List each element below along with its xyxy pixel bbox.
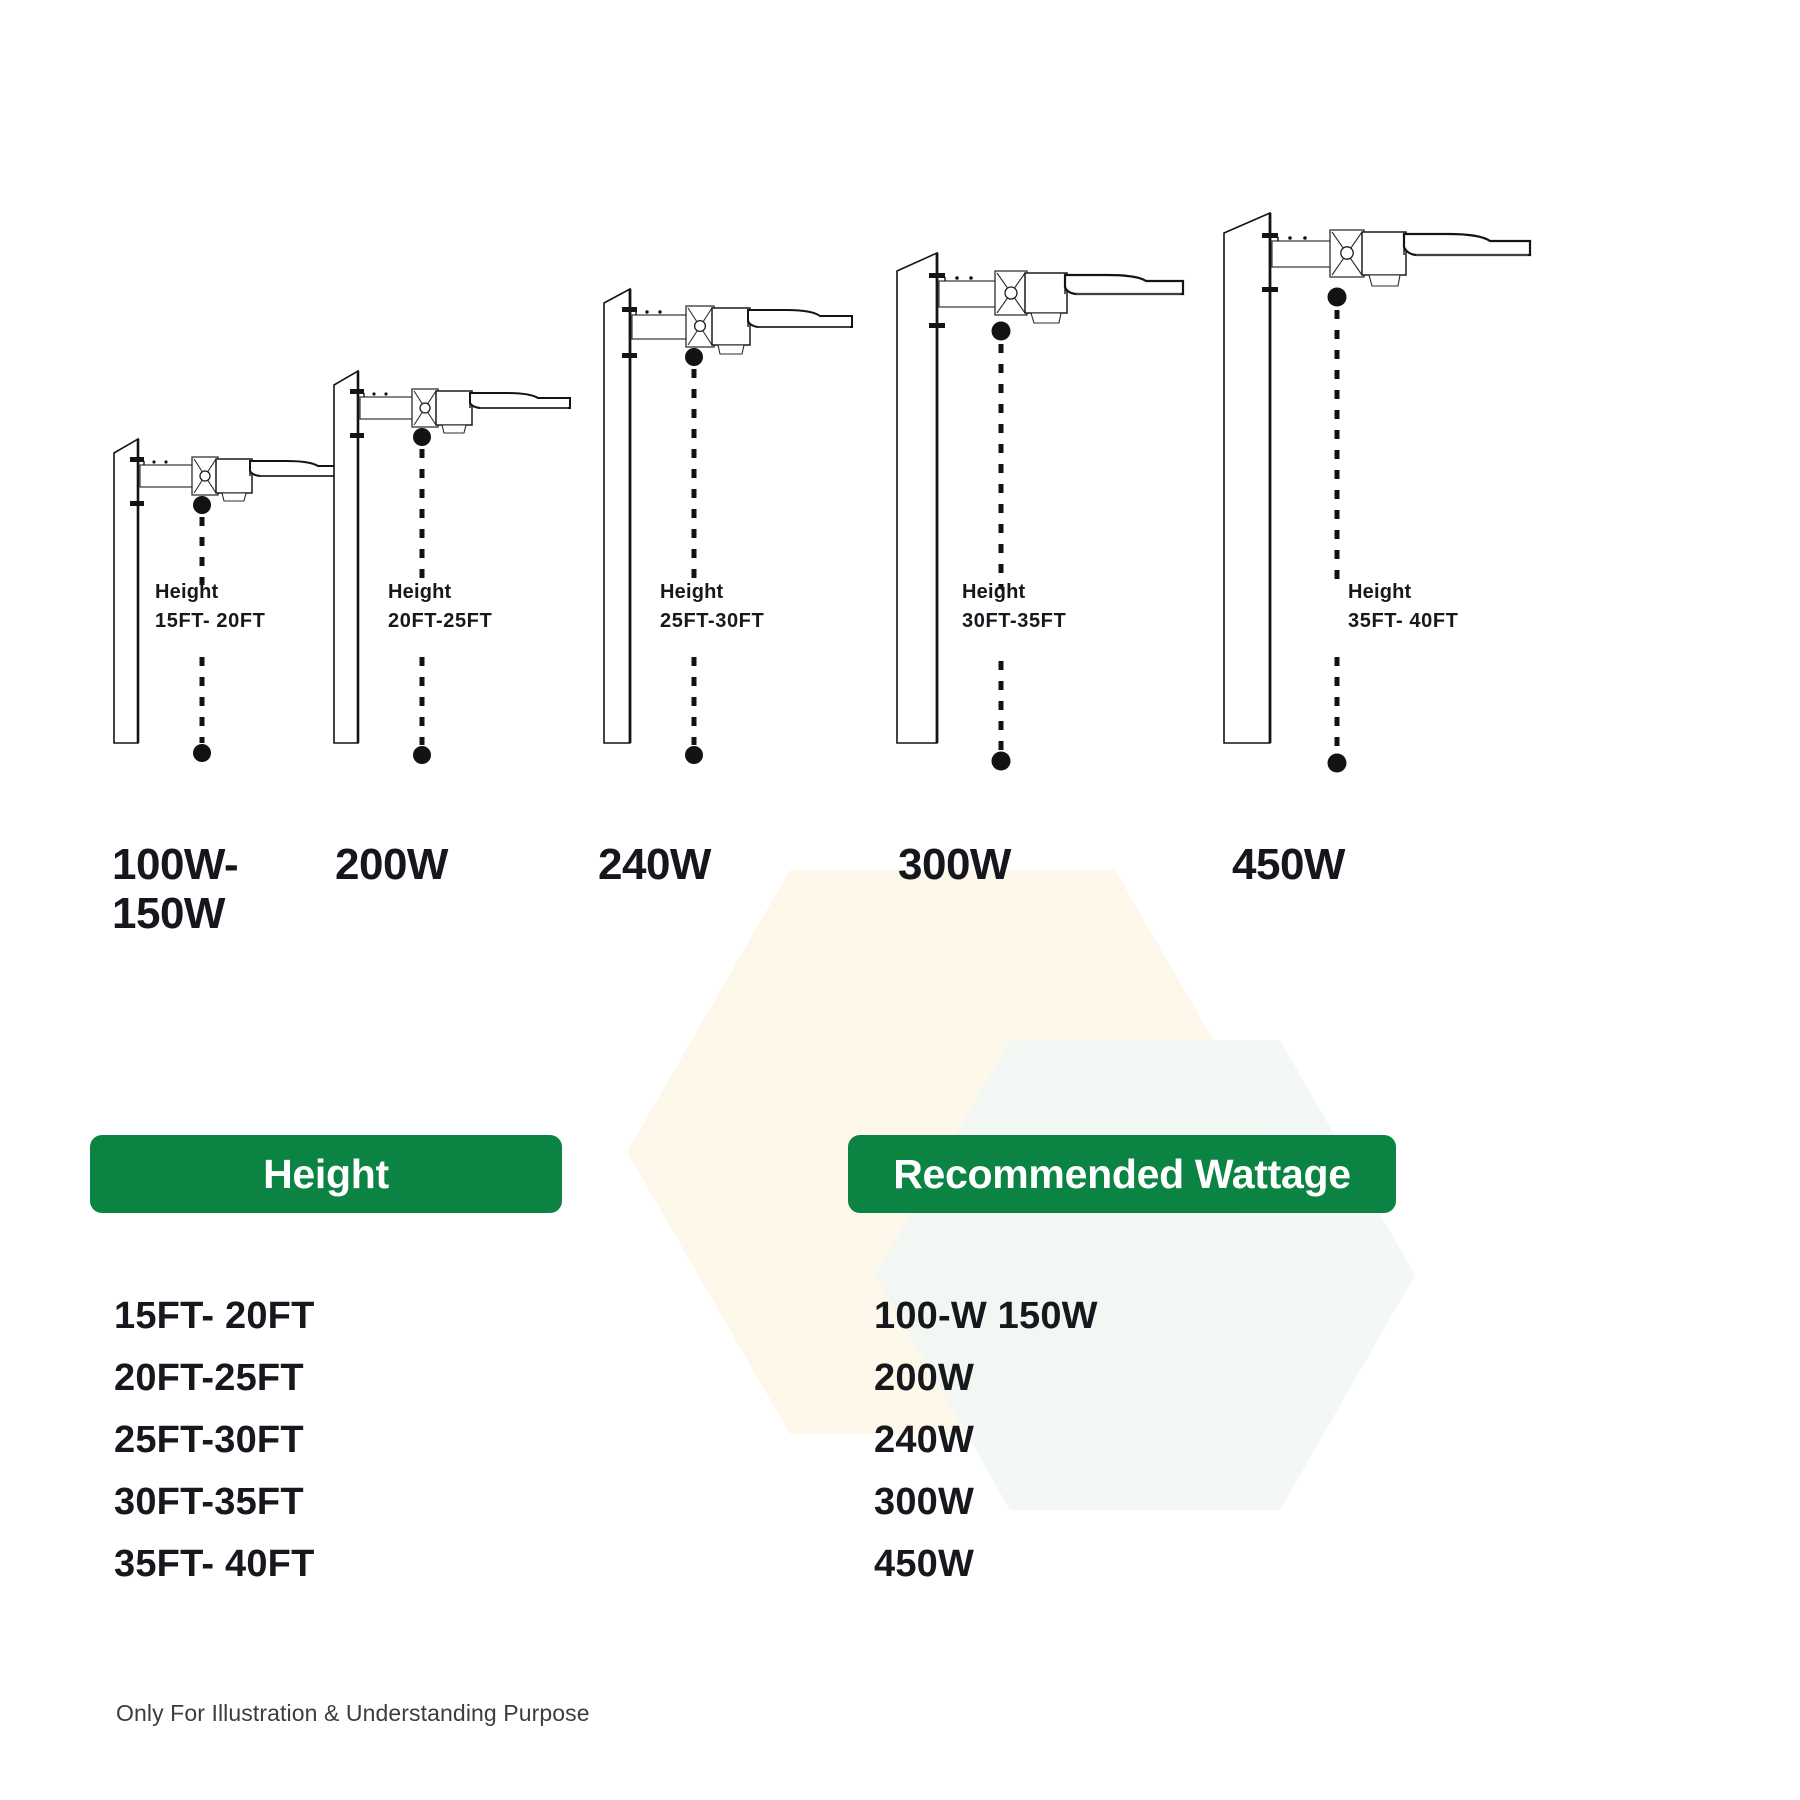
- height-label-4: Height: [962, 581, 1026, 603]
- pole-diagram-4: [893, 249, 1193, 771]
- height-label-5: Height: [1348, 581, 1412, 603]
- measure-dot-top: [1327, 287, 1347, 307]
- measure-dot-bottom: [193, 744, 211, 762]
- table-row: 35FT- 40FT: [114, 1543, 315, 1585]
- pole-diagram-3: [600, 285, 860, 764]
- measure-dot-bottom: [413, 746, 431, 764]
- height-range-5: 35FT- 40FT: [1348, 610, 1459, 632]
- wattage-caption-1: 100W- 150W: [112, 840, 239, 939]
- wattage-caption-3: 240W: [598, 840, 711, 889]
- table-row: 25FT-30FT: [114, 1419, 304, 1461]
- illustration-disclaimer: Only For Illustration & Understanding Pu…: [116, 1700, 590, 1726]
- height-measure-line-1: [193, 496, 211, 762]
- height-measure-line-3: [685, 348, 703, 764]
- height-label-3: Height: [660, 581, 724, 603]
- table-row: 15FT- 20FT: [114, 1295, 315, 1337]
- pole-diagram-5: [1220, 209, 1540, 773]
- height-column-header: Height: [90, 1135, 562, 1213]
- height-note-1: Height 15FT- 20FT: [155, 578, 265, 636]
- pole-diagram-2: [330, 367, 590, 764]
- street-light-pole-icon: [333, 369, 571, 744]
- street-light-pole-icon: [1223, 211, 1532, 744]
- height-label-1: Height: [155, 581, 219, 603]
- measure-dot-top: [991, 321, 1011, 341]
- wattage-caption-2: 200W: [335, 840, 448, 889]
- height-header-label: Height: [263, 1150, 389, 1197]
- height-measure-line-4: [991, 321, 1011, 771]
- height-label-2: Height: [388, 581, 452, 603]
- wattage-caption-5: 450W: [1232, 840, 1345, 889]
- measure-dot-bottom: [991, 751, 1011, 771]
- wattage-column-header: Recommended Wattage: [848, 1135, 1396, 1213]
- height-range-2: 20FT-25FT: [388, 610, 493, 632]
- table-row: 240W: [874, 1419, 975, 1461]
- height-range-4: 30FT-35FT: [962, 610, 1067, 632]
- measure-dot-top: [413, 428, 431, 446]
- wattage-caption-4: 300W: [898, 840, 1011, 889]
- height-measure-line-5: [1327, 287, 1347, 773]
- street-light-pole-icon: [896, 251, 1185, 744]
- street-light-pole-icon: [113, 437, 351, 744]
- height-range-3: 25FT-30FT: [660, 610, 765, 632]
- table-row: 30FT-35FT: [114, 1481, 304, 1523]
- height-measure-line-2: [413, 428, 431, 764]
- measure-dot-bottom: [1327, 753, 1347, 773]
- height-note-3: Height 25FT-30FT: [660, 578, 764, 636]
- table-row: 450W: [874, 1543, 975, 1585]
- height-column-list: 15FT- 20FT 20FT-25FT 25FT-30FT 30FT-35FT…: [114, 1285, 315, 1595]
- measure-dot-top: [685, 348, 703, 366]
- height-range-1: 15FT- 20FT: [155, 610, 266, 632]
- height-note-5: Height 35FT- 40FT: [1348, 578, 1458, 636]
- wattage-header-label: Recommended Wattage: [893, 1150, 1351, 1197]
- street-light-pole-icon: [603, 287, 853, 744]
- table-row: 200W: [874, 1357, 975, 1399]
- table-row: 300W: [874, 1481, 975, 1523]
- table-row: 20FT-25FT: [114, 1357, 304, 1399]
- pole-diagram-row: Height 15FT- 20FT: [110, 209, 1540, 773]
- table-row: 100-W 150W: [874, 1295, 1098, 1337]
- wattage-column-list: 100-W 150W 200W 240W 300W 450W: [874, 1285, 1098, 1595]
- pole-diagram-1: [110, 435, 370, 762]
- height-note-2: Height 20FT-25FT: [388, 578, 492, 636]
- measure-dot-top: [193, 496, 211, 514]
- measure-dot-bottom: [685, 746, 703, 764]
- height-note-4: Height 30FT-35FT: [962, 578, 1066, 636]
